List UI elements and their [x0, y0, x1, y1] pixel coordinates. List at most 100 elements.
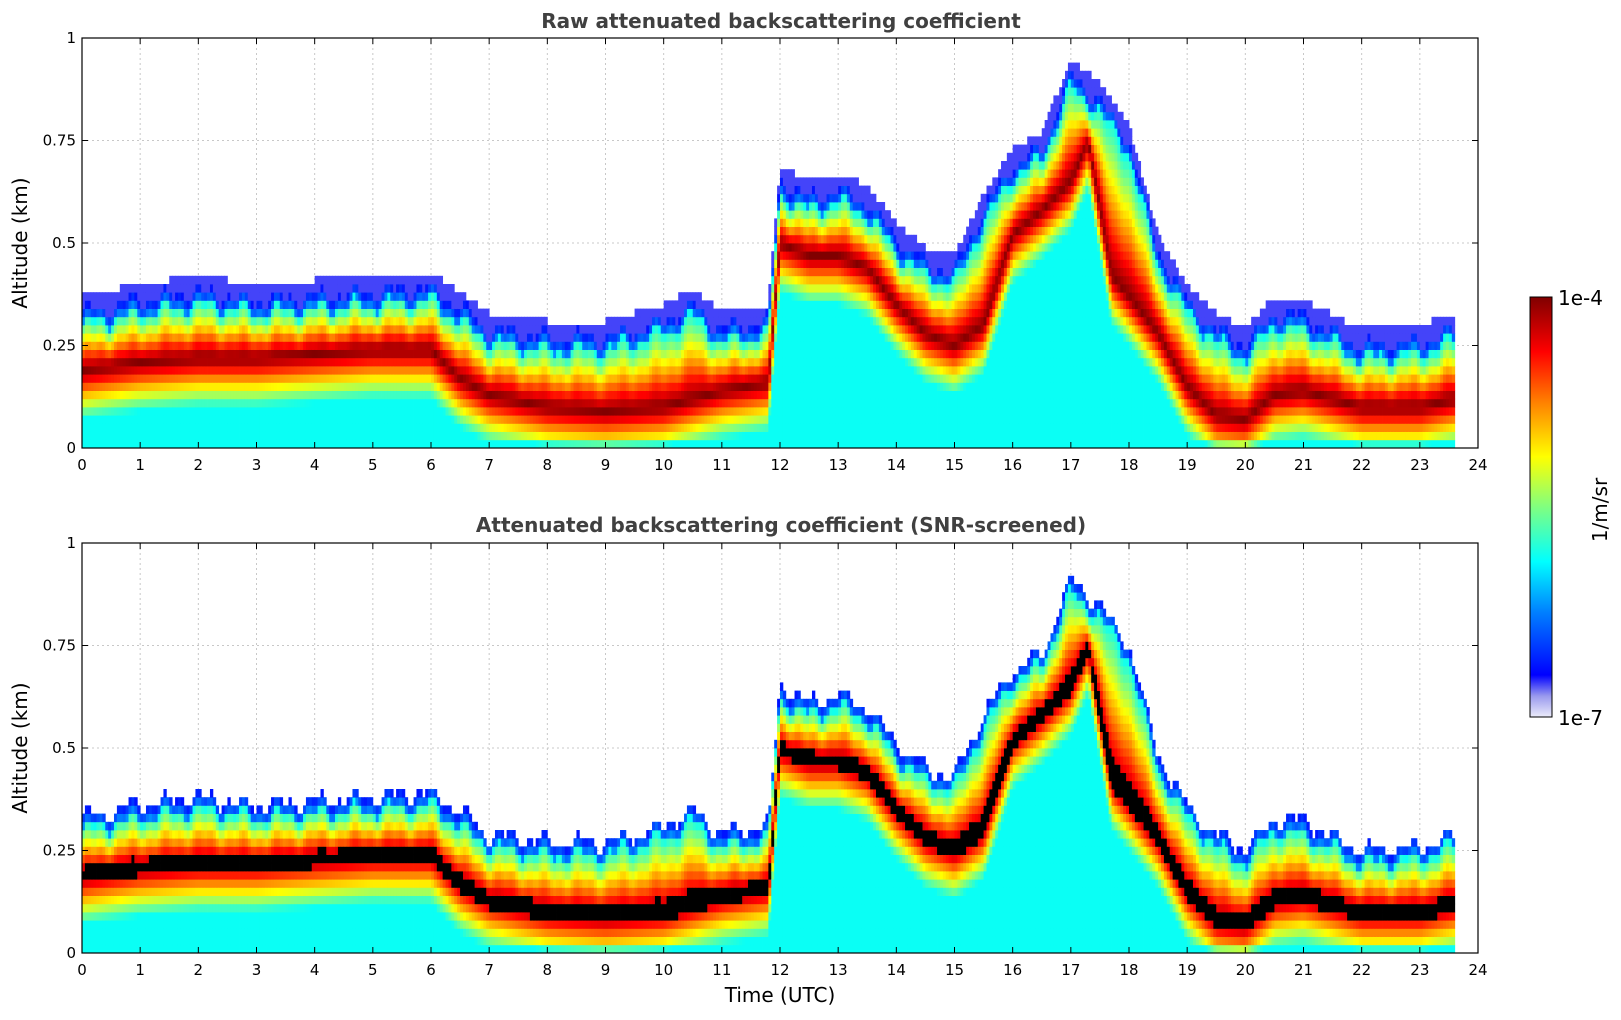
backscatter-cell [704, 415, 708, 424]
backscatter-cell [695, 308, 699, 318]
backscatter-cell [791, 202, 795, 211]
backscatter-cell [207, 398, 211, 408]
backscatter-cell [259, 439, 263, 449]
backscatter-cell [154, 284, 159, 293]
backscatter-cell [753, 349, 758, 359]
backscatter-cell [518, 431, 522, 441]
backscatter-cell [361, 284, 365, 293]
backscatter-cell [692, 292, 697, 301]
backscatter-cell [297, 390, 301, 400]
backscatter-cell [113, 325, 118, 334]
backscatter-cell [617, 423, 621, 432]
backscatter-cell [364, 325, 368, 334]
backscatter-cell [526, 407, 531, 416]
backscatter-cell [686, 349, 691, 359]
backscatter-cell [166, 366, 170, 375]
backscatter-cell [227, 366, 231, 375]
backscatter-cell [794, 177, 798, 186]
backscatter-cell [727, 341, 731, 350]
backscatter-cell [526, 415, 531, 424]
backscatter-cell [337, 415, 342, 424]
backscatter-field [82, 62, 1456, 449]
backscatter-cell [550, 415, 554, 424]
backscatter-cell [768, 390, 772, 400]
backscatter-cell [762, 333, 766, 342]
backscatter-cell [378, 374, 382, 383]
backscatter-cell [561, 333, 566, 342]
backscatter-cell [753, 374, 758, 383]
backscatter-cell [570, 366, 574, 375]
backscatter-cell [811, 341, 816, 350]
backscatter-cell [628, 439, 633, 449]
backscatter-cell [154, 349, 159, 359]
backscatter-cell [128, 308, 132, 318]
backscatter-cell [329, 407, 333, 416]
backscatter-cell [305, 398, 310, 408]
backscatter-cell [201, 423, 205, 432]
backscatter-cell [163, 415, 167, 424]
backscatter-cell [442, 308, 446, 318]
backscatter-cell [422, 349, 426, 359]
backscatter-cell [113, 382, 118, 391]
backscatter-cell [652, 349, 656, 359]
backscatter-cell [518, 316, 522, 326]
backscatter-cell [748, 349, 752, 359]
backscatter-cell [526, 349, 531, 359]
backscatter-cell [721, 390, 726, 400]
backscatter-cell [771, 333, 775, 342]
backscatter-cell [465, 349, 470, 359]
backscatter-cell [204, 292, 208, 301]
backscatter-cell [276, 357, 281, 367]
backscatter-cell [384, 374, 388, 383]
backscatter-cell [311, 415, 316, 424]
backscatter-cell [399, 398, 403, 408]
backscatter-cell [271, 382, 275, 391]
backscatter-cell [512, 333, 516, 342]
backscatter-cell [108, 374, 112, 383]
backscatter-cell [209, 439, 214, 449]
backscatter-cell [105, 349, 109, 359]
backscatter-cell [82, 316, 86, 326]
backscatter-cell [387, 374, 391, 383]
backscatter-cell [305, 431, 310, 441]
backscatter-cell [108, 431, 112, 441]
backscatter-cell [404, 325, 409, 334]
backscatter-cell [445, 423, 449, 432]
backscatter-cell [809, 234, 813, 244]
backscatter-cell [550, 357, 554, 367]
backscatter-cell [445, 284, 449, 293]
backscatter-cell [608, 325, 612, 334]
backscatter-cell [343, 333, 348, 342]
backscatter-cell [212, 316, 217, 326]
backscatter-cell [497, 423, 502, 432]
backscatter-cell [445, 308, 449, 318]
backscatter-cell [282, 366, 286, 375]
backscatter-cell [337, 308, 342, 318]
backscatter-cell [535, 316, 540, 326]
backscatter-cell [282, 423, 286, 432]
backscatter-cell [649, 431, 653, 441]
backscatter-cell [337, 275, 342, 285]
backscatter-cell [811, 202, 816, 211]
backscatter-cell [175, 366, 179, 375]
backscatter-cell [160, 333, 164, 342]
backscatter-cell [349, 284, 353, 293]
backscatter-cell [256, 407, 260, 416]
backscatter-cell [157, 333, 161, 342]
backscatter-cell [282, 349, 286, 359]
backscatter-cell [794, 210, 798, 219]
backscatter-cell [320, 284, 324, 293]
backscatter-cell [358, 357, 362, 367]
backscatter-cell [387, 300, 391, 309]
backscatter-cell [422, 398, 426, 408]
backscatter-cell [509, 390, 513, 400]
backscatter-cell [791, 439, 795, 449]
backscatter-cell [695, 431, 699, 441]
backscatter-cell [573, 407, 577, 416]
backscatter-cell [748, 398, 752, 408]
backscatter-cell [160, 292, 164, 301]
backscatter-cell [643, 366, 647, 375]
backscatter-cell [425, 341, 429, 350]
backscatter-cell [364, 398, 368, 408]
